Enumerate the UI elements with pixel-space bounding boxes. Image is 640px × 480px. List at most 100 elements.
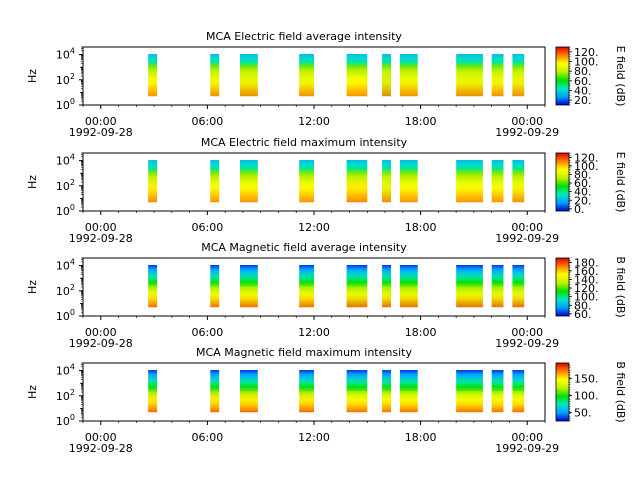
colorbar-tick-label: 120. [574,46,599,59]
x-tick-label: 12:00 [298,326,330,339]
y-tick-label: 100 [56,203,75,218]
chart-title: MCA Magnetic field average intensity [201,241,407,254]
data-block [456,160,483,203]
colorbar-tick-label: 40. [574,186,592,199]
y-tick-label: 102 [56,388,75,403]
data-block-intensity [512,75,525,97]
data-block [299,265,314,308]
data-block [512,265,525,308]
colorbar-tick-label: 180. [574,256,599,269]
data-block-intensity [512,391,525,413]
x-tick-label: 00:00 [85,115,117,128]
colorbar [555,46,570,106]
colorbar-tick-label: 20. [574,194,592,207]
data-block-intensity [299,391,314,413]
colorbar-label: B field (dB) [614,256,627,317]
x-tick-label: 00:00 [511,326,543,339]
x-tick-label: 06:00 [192,115,224,128]
y-tick-label: 102 [56,72,75,87]
chart-title: MCA Electric field maximum intensity [201,136,408,149]
data-block-intensity [299,286,314,308]
colorbar-tick-label: 60. [574,75,592,88]
data-block-intensity [148,286,158,308]
data-block [148,160,158,203]
data-block-intensity [456,286,483,308]
data-block [456,54,483,97]
x-date-label: 1992-09-28 [69,337,133,350]
y-tick-label: 100 [56,97,75,112]
x-tick-label: 00:00 [85,326,117,339]
data-block-intensity [382,286,391,308]
colorbar-label: E field (dB) [614,46,627,107]
colorbar-tick-label: 80. [574,65,592,78]
y-axis-label: Hz [26,69,39,83]
y-axis-label: Hz [26,385,39,399]
data-block-intensity [299,181,314,203]
x-tick-label: 18:00 [405,115,437,128]
data-block [148,265,158,308]
colorbar-tick-label: 100. [574,291,599,304]
colorbar [555,257,570,317]
colorbar-tick-label: 150. [574,372,599,385]
data-block [399,265,418,308]
data-block-intensity [456,75,483,97]
x-tick-label: 12:00 [298,221,330,234]
data-block [399,54,418,97]
data-block [240,265,258,308]
colorbar-tick-label: 140. [574,273,599,286]
data-block-intensity [240,75,258,97]
data-block-intensity [210,286,220,308]
x-tick-label: 00:00 [511,431,543,444]
data-block [210,370,220,413]
data-block-intensity [210,75,220,97]
colorbar-tick-label: 40. [574,85,592,98]
data-block [399,370,418,413]
data-block-intensity [512,181,525,203]
data-block [491,54,504,97]
data-block-intensity [399,181,418,203]
spectrogram-panel: MCA Electric field maximum intensity 100 1… [26,136,627,245]
data-block [346,54,368,97]
y-tick-label: 104 [56,258,75,273]
data-block-intensity [399,286,418,308]
x-tick-label: 06:00 [192,431,224,444]
x-tick-label: 00:00 [85,221,117,234]
data-block [240,370,258,413]
x-tick-label: 12:00 [298,115,330,128]
y-tick-label: 100 [56,413,75,428]
colorbar-tick-label: 80. [574,168,592,181]
data-block-intensity [382,391,391,413]
x-tick-label: 00:00 [85,431,117,444]
x-tick-label: 06:00 [192,326,224,339]
data-block [346,265,368,308]
data-block [299,160,314,203]
x-tick-label: 18:00 [405,431,437,444]
x-date-label: 1992-09-29 [495,232,559,245]
data-block-intensity [210,391,220,413]
x-date-label: 1992-09-29 [495,126,559,139]
colorbar-tick-label: 120. [574,151,599,164]
data-block [491,160,504,203]
data-block-intensity [240,391,258,413]
data-block [148,54,158,97]
data-block [382,265,391,308]
data-block-intensity [148,391,158,413]
data-block [299,54,314,97]
data-block-intensity [456,181,483,203]
colorbar [555,152,570,212]
data-block [299,370,314,413]
data-block-intensity [346,181,368,203]
data-block-intensity [491,75,504,97]
data-block-intensity [148,181,158,203]
data-block-intensity [382,75,391,97]
data-block-intensity [491,286,504,308]
data-block [512,160,525,203]
colorbar-tick-label: 60. [574,177,592,190]
colorbar-tick-label: 60. [574,308,592,321]
colorbar-tick-label: 20. [574,94,592,107]
data-block [382,160,391,203]
colorbar-tick-label: 120. [574,282,599,295]
data-block [512,54,525,97]
data-block-intensity [399,391,418,413]
